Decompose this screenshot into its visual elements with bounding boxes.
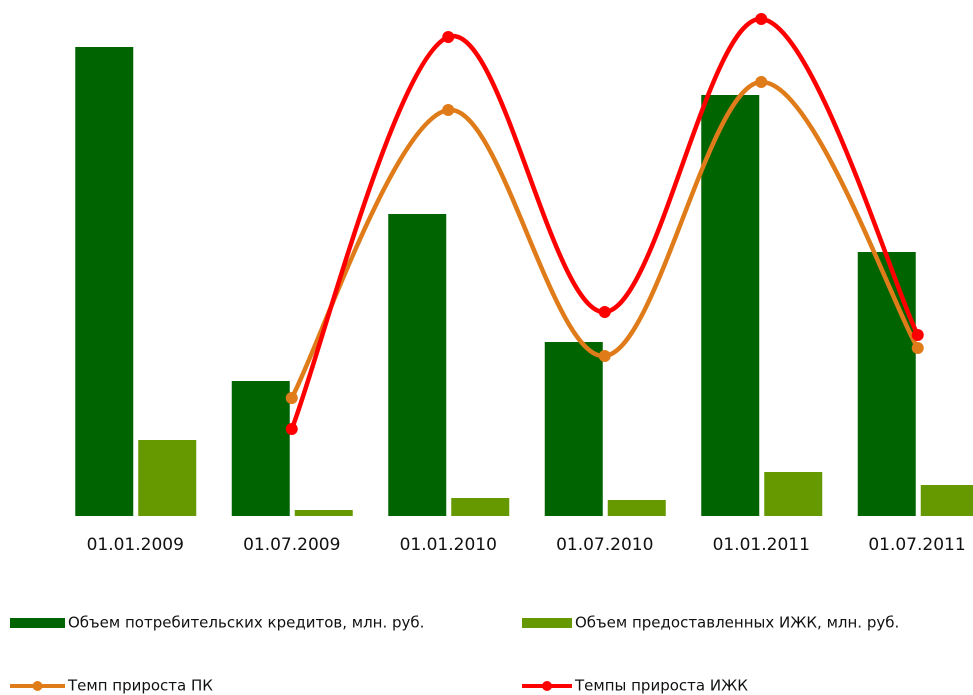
- point: [442, 104, 455, 116]
- x-tick-label: 01.07.2010: [556, 535, 653, 555]
- point: [598, 350, 611, 362]
- bar: [701, 95, 760, 516]
- line: [289, 16, 920, 430]
- x-tick-label: 01.01.2010: [400, 535, 497, 555]
- bar: [138, 440, 197, 516]
- point: [911, 342, 924, 354]
- bar: [764, 472, 823, 516]
- bar: [451, 498, 510, 516]
- legend-swatch: [10, 618, 65, 628]
- legend-label: Темпы прироста ИЖК: [574, 677, 748, 695]
- point: [442, 31, 455, 43]
- point: [755, 13, 768, 25]
- bar: [75, 47, 134, 516]
- legend-swatch: [32, 681, 43, 691]
- bar: [294, 510, 353, 516]
- legend-label: Темп прироста ПК: [67, 677, 213, 695]
- point: [911, 329, 924, 341]
- legend-label: Объем предоставленных ИЖК, млн. руб.: [575, 614, 899, 632]
- bar: [857, 252, 916, 516]
- legend-swatch: [522, 618, 572, 628]
- bar: [388, 214, 447, 516]
- x-tick-label: 01.01.2009: [87, 535, 184, 555]
- point: [598, 306, 611, 318]
- point: [285, 423, 298, 435]
- bar: [607, 500, 666, 516]
- legend-swatch: [542, 681, 552, 691]
- bar: [231, 381, 290, 516]
- bar: [920, 485, 973, 516]
- legend-label: Объем потребительских кредитов, млн. руб…: [68, 614, 424, 632]
- point: [285, 392, 298, 404]
- x-tick-label: 01.01.2011: [713, 535, 810, 555]
- x-tick-label: 01.07.2011: [868, 535, 965, 555]
- bar: [544, 342, 603, 516]
- x-tick-label: 01.07.2009: [243, 535, 340, 555]
- point: [755, 76, 768, 88]
